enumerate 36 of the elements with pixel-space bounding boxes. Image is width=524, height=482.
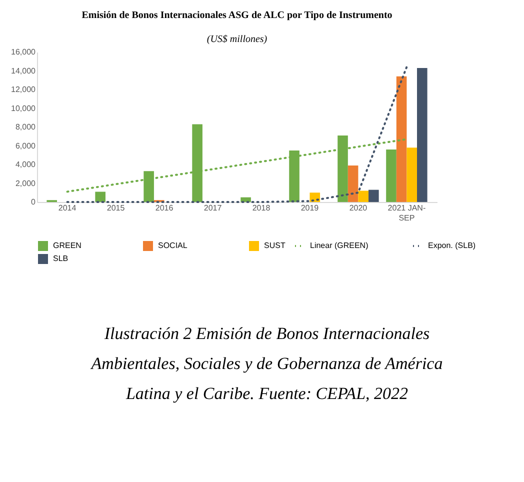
y-tick-label: 12,000 — [11, 85, 36, 94]
bar — [406, 148, 417, 202]
legend-label: Linear (GREEN) — [310, 241, 369, 250]
bar — [310, 192, 320, 202]
x-tick-label: 2015 — [106, 204, 126, 212]
y-tick-label: 16,000 — [11, 48, 36, 56]
chart-title: Emisión de Bonos Internacionales ASG de ALC por Tipo de Instrumento — [82, 10, 392, 21]
y-tick-label: 10,000 — [11, 104, 36, 113]
x-tick-label: 2018 — [252, 204, 271, 212]
x-tick-label: 2021 JAN-SEP — [388, 204, 426, 222]
chart-subtitle: (US$ millones) — [206, 34, 268, 45]
legend-label: SLB — [53, 254, 68, 263]
bar — [417, 68, 428, 202]
x-tick-label: 2017 — [204, 204, 222, 212]
legend-label: SOCIAL — [158, 241, 188, 250]
y-tick-label: 6,000 — [15, 141, 36, 150]
line-series — [66, 66, 408, 203]
bar — [396, 76, 407, 202]
x-tick-label: 2014 — [58, 204, 77, 212]
legend-label: Expon. (SLB) — [428, 241, 476, 250]
y-tick-label: 8,000 — [15, 122, 36, 132]
y-tick-label: 4,000 — [15, 160, 36, 169]
bar — [358, 190, 369, 202]
bar — [386, 150, 396, 202]
x-tick-label: 2019 — [300, 204, 320, 212]
bar — [348, 165, 358, 202]
legend-label: SUST — [264, 241, 286, 250]
y-tick-label: 0 — [31, 198, 36, 206]
y-tick-label: 14,000 — [11, 66, 36, 76]
x-tick-label: 2016 — [155, 204, 174, 212]
bar — [95, 192, 106, 202]
legend-label: GREEN — [53, 241, 82, 250]
x-tick-label: 2020 — [349, 204, 368, 212]
y-tick-label: 2,000 — [15, 178, 36, 188]
text: Ilustración 2 Emisión de Bonos Internacionales Ambientales, Sociales y de Gobernanza de América Latina y el Caribe. Fuente: CEPAL, 2022 — [90, 324, 443, 403]
bar — [368, 190, 379, 202]
